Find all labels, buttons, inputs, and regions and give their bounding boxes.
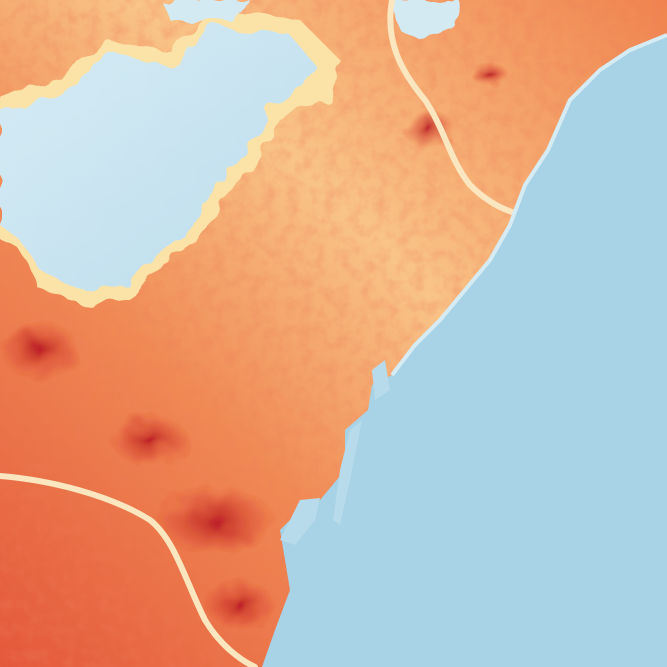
- sea: [262, 35, 667, 667]
- roads: [0, 0, 515, 667]
- coastline: [390, 33, 667, 377]
- hot-spots: [0, 61, 508, 630]
- port: [280, 360, 390, 545]
- hills: [0, 0, 460, 305]
